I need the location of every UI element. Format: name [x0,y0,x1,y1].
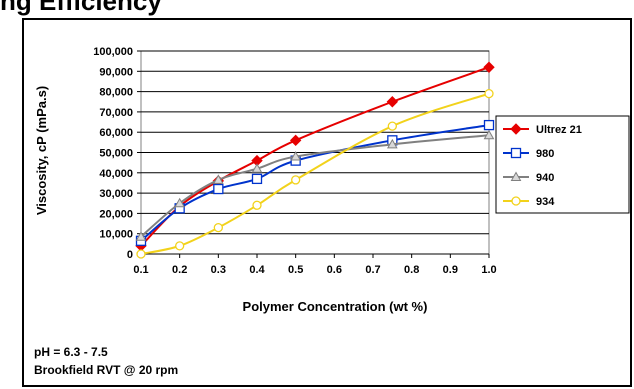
y-tick-label: 40,000 [99,168,133,180]
x-tick-label: 0.2 [172,264,187,276]
y-tick-label: 30,000 [99,188,133,200]
x-tick-label: 1.0 [481,264,496,276]
legend-label-934: 934 [536,196,555,208]
y-tick-label: 50,000 [99,148,133,160]
data-point-934 [213,222,223,233]
legend-marker-ultrez-21 [510,123,522,135]
data-point-980 [483,119,495,131]
legend-label-940: 940 [536,172,554,184]
ph-note: pH = 6.3 - 7.5 [34,345,108,359]
method-note: Brookfield RVT @ 20 rpm [34,363,179,377]
y-tick-label: 10,000 [99,229,133,241]
data-point-934 [175,241,185,251]
data-point-940 [135,231,147,241]
y-tick-label: 20,000 [99,208,133,220]
data-point-ultrez-21 [289,134,302,147]
x-axis-title: Polymer Concentration (wt %) [243,299,428,314]
x-tick-label: 0.1 [133,264,148,276]
data-point-940 [174,197,186,208]
data-point-940 [251,163,263,173]
y-tick-label: 90,000 [99,66,133,78]
legend-marker-940 [510,171,522,181]
data-point-934 [136,249,146,259]
x-tick-label: 0.9 [443,264,458,276]
legend-marker-980 [510,147,522,159]
y-axis-title: Viscosity, cP (mPa.s) [34,86,49,215]
data-point-980 [213,183,224,195]
data-point-980 [251,173,263,185]
data-point-940 [483,129,495,140]
x-tick-label: 0.6 [327,264,342,276]
legend-label-ultrez-21: Ultrez 21 [536,124,582,136]
x-tick-label: 0.5 [288,264,303,276]
data-point-934 [484,88,494,99]
legend-label-980: 980 [536,148,554,160]
y-tick-label: 0 [127,249,133,261]
x-tick-label: 0.7 [365,264,380,276]
x-tick-label: 0.3 [211,264,226,276]
data-point-940 [386,138,398,149]
data-point-940 [290,151,302,161]
y-tick-label: 60,000 [99,127,133,139]
data-point-934 [252,200,262,210]
data-point-ultrez-21 [483,61,495,73]
x-tick-label: 0.8 [404,264,419,276]
y-tick-label: 80,000 [99,87,133,99]
page-title: ng Efficiency [0,0,162,16]
y-tick-label: 70,000 [99,107,133,119]
legend-marker-934 [511,196,521,206]
data-point-940 [212,174,224,184]
data-point-934 [291,175,301,185]
x-tick-label: 0.4 [249,264,265,276]
data-point-934 [387,121,397,131]
data-point-ultrez-21 [386,96,399,108]
y-tick-label: 100,000 [93,46,133,58]
